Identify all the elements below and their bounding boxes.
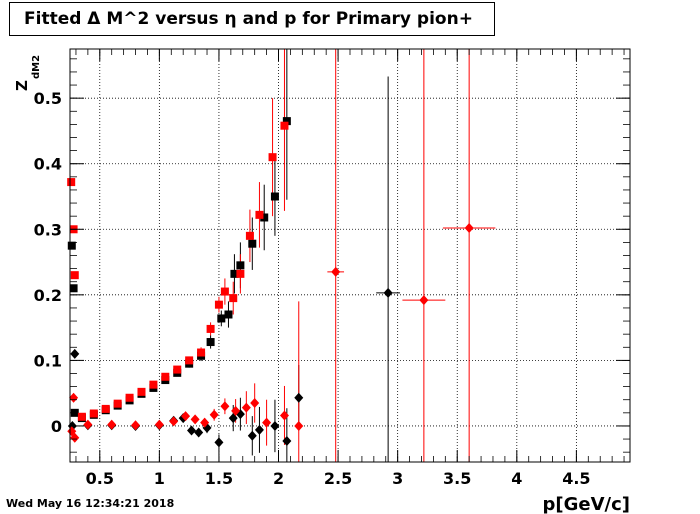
data-point-square [89,409,98,418]
data-point-square [268,153,277,162]
data-point-square [280,121,289,130]
data-point-diamond [294,420,304,431]
data-point-diamond [254,424,264,435]
data-point-square [113,399,122,408]
data-point-square [230,269,239,278]
data-markers [67,117,474,448]
data-point-square [206,324,215,333]
data-point-diamond [69,392,79,403]
x-tick-label: 3.5 [443,469,471,488]
data-point-square [220,287,229,296]
data-point-square [67,241,76,250]
plot-frame [69,48,631,463]
data-point-square [77,412,86,421]
data-point-square [185,356,194,365]
data-point-diamond [270,420,280,431]
data-point-diamond [231,405,241,416]
x-tick-label: 0.5 [86,469,114,488]
x-tick-label: 2.5 [324,469,352,488]
data-point-diamond [83,419,93,430]
data-point-diamond [209,409,219,420]
data-point-square [236,269,245,278]
data-point-square [245,231,254,240]
x-tick-label: 1 [154,469,165,488]
x-tick-label: 2 [273,469,284,488]
y-tick-label: 0.5 [34,89,62,108]
data-point-diamond [464,222,474,233]
data-point-square [101,404,110,413]
data-point-diamond [241,402,251,413]
chart-title: Fitted Δ M^2 versus η and p for Primary … [9,2,495,36]
data-point-square [260,213,269,222]
y-axis-label-subscript: dM2 [31,55,42,79]
data-point-diamond [279,410,289,421]
data-point-diamond [383,287,393,298]
y-tick-label: 0.2 [34,286,62,305]
x-tick-label: 3 [392,469,403,488]
grid [70,49,630,462]
x-axis-label: p[GeV/c] [543,494,631,514]
data-point-square [206,338,215,347]
data-point-square [270,192,279,201]
data-point-diamond [331,266,341,277]
data-point-square [224,310,233,319]
y-tick-label: 0.4 [34,155,62,174]
data-point-diamond [294,392,304,403]
data-point-square [217,314,226,323]
data-point-diamond [250,398,260,408]
data-point-square [70,271,79,280]
data-point-diamond [190,414,200,425]
data-point-diamond [70,348,80,359]
y-tick-label: 0.1 [34,351,62,370]
error-bars [173,49,496,462]
data-point-square [282,117,291,126]
data-point-square [125,393,134,402]
data-point-diamond [181,411,191,422]
data-point-diamond [107,419,117,430]
x-tick-label: 1.5 [205,469,233,488]
data-point-square [161,372,170,381]
data-point-diamond [187,425,197,436]
data-point-diamond [214,437,224,448]
x-tick-label: 4.5 [562,469,590,488]
data-point-square [149,380,158,389]
data-point-diamond [169,416,179,427]
y-axis-label: Z [13,80,31,91]
data-point-square [248,239,257,248]
data-point-square [236,261,245,270]
data-point-diamond [131,420,141,431]
data-point-diamond [200,417,210,428]
data-point-diamond [262,417,272,428]
data-point-square [137,387,146,396]
axes: 0.5 1 1.5 2 2.5 3 3.5 4 4.5 0 0.1 0.2 0.3 0.4 0.5 [34,49,630,488]
y-tick-label: 0 [51,417,62,436]
x-tick-label: 4 [511,469,522,488]
data-point-square [255,210,264,219]
timestamp: Wed May 16 12:34:21 2018 [6,497,175,510]
data-point-diamond [194,427,204,438]
data-point-square [197,348,206,357]
data-point-diamond [282,436,292,447]
data-point-diamond [419,295,429,306]
data-point-square [173,365,182,374]
data-point-diamond [247,430,257,441]
data-point-square [69,284,78,293]
data-point-square [229,294,238,303]
data-point-diamond [70,432,80,443]
y-tick-label: 0.3 [34,220,62,239]
data-point-diamond [220,401,230,412]
data-point-square [67,178,76,187]
data-point-square [214,300,223,309]
data-point-diamond [154,419,164,430]
